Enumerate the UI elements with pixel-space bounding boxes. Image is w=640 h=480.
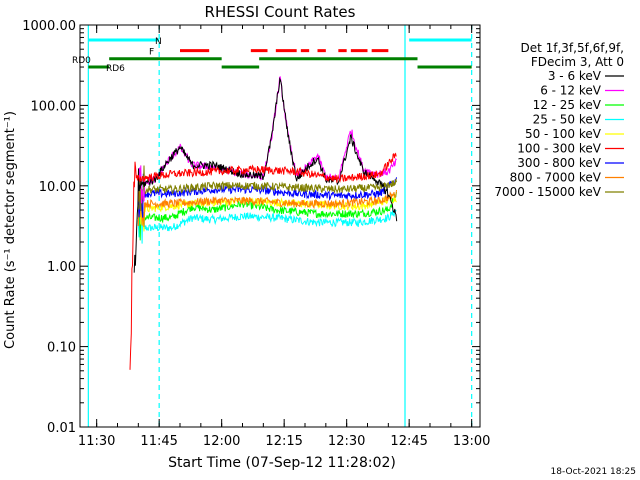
series-line-100-300-kev (129, 152, 397, 370)
legend-label: 100 - 300 keV (517, 142, 601, 156)
series-line-800-7000-kev (137, 184, 397, 228)
y-axis-label: Count Rate (s⁻¹ detector segment⁻¹) (3, 111, 18, 349)
plot-area: NF RD0 RD6 (72, 25, 473, 427)
vertical-lines (87, 25, 473, 427)
status-bars: NF RD0 RD6 (72, 37, 472, 74)
y-axis-ticks: 1000.00 100.00 10.00 1.00 0.10 0.01 (22, 19, 480, 436)
y-tick-label: 1000.00 (22, 19, 76, 34)
series-line-12-25-kev (137, 191, 397, 241)
chart-title: RHESSI Count Rates (205, 3, 356, 21)
series-line-50-100-kev (137, 192, 397, 232)
x-axis-label: Start Time (07-Sep-12 11:28:02) (168, 455, 396, 471)
legend-label: 12 - 25 keV (533, 98, 602, 112)
footer-date: 18-Oct-2021 18:25 (551, 467, 636, 477)
legend-label: 6 - 12 keV (540, 84, 602, 98)
y-tick-label: 0.10 (47, 341, 76, 356)
x-tick-label: 12:15 (265, 434, 302, 449)
legend-label: 25 - 50 keV (533, 113, 602, 127)
legend-label: 3 - 6 keV (548, 69, 602, 83)
y-tick-label: 10.00 (39, 180, 76, 195)
plot-frame (79, 24, 481, 428)
x-tick-label: 12:30 (328, 434, 365, 449)
x-tick-label: 13:00 (453, 434, 490, 449)
x-tick-label: 12:00 (203, 434, 240, 449)
legend-label: 300 - 800 keV (517, 156, 601, 170)
status-bar-label-rd0: RD0 (72, 56, 91, 66)
legend-header-line-2: FDecim 3, Att 0 (531, 55, 624, 69)
legend-label: 800 - 7000 keV (510, 171, 602, 185)
x-tick-label: 11:45 (140, 434, 177, 449)
status-bar-label-rd6: RD6 (106, 64, 125, 74)
x-tick-label: 11:30 (78, 434, 115, 449)
y-tick-label: 1.00 (47, 260, 76, 275)
y-tick-label: 0.01 (47, 421, 76, 436)
status-bar-label-n: N (155, 37, 162, 47)
y-tick-label: 100.00 (31, 99, 77, 114)
x-tick-label: 12:45 (390, 434, 427, 449)
legend-header-line-1: Det 1f,3f,5f,6f,9f, (520, 41, 624, 55)
series-lines (129, 76, 398, 370)
status-bar-label-f: F (149, 48, 154, 58)
series-line-25-50-kev (137, 203, 397, 244)
x-axis-ticks: 11:30 11:45 12:00 12:15 12:30 12:45 13:00 (78, 25, 490, 449)
legend-label: 7000 - 15000 keV (494, 185, 601, 199)
series-line-7000-15000-kev (137, 165, 397, 212)
legend-label: 50 - 100 keV (525, 127, 602, 141)
